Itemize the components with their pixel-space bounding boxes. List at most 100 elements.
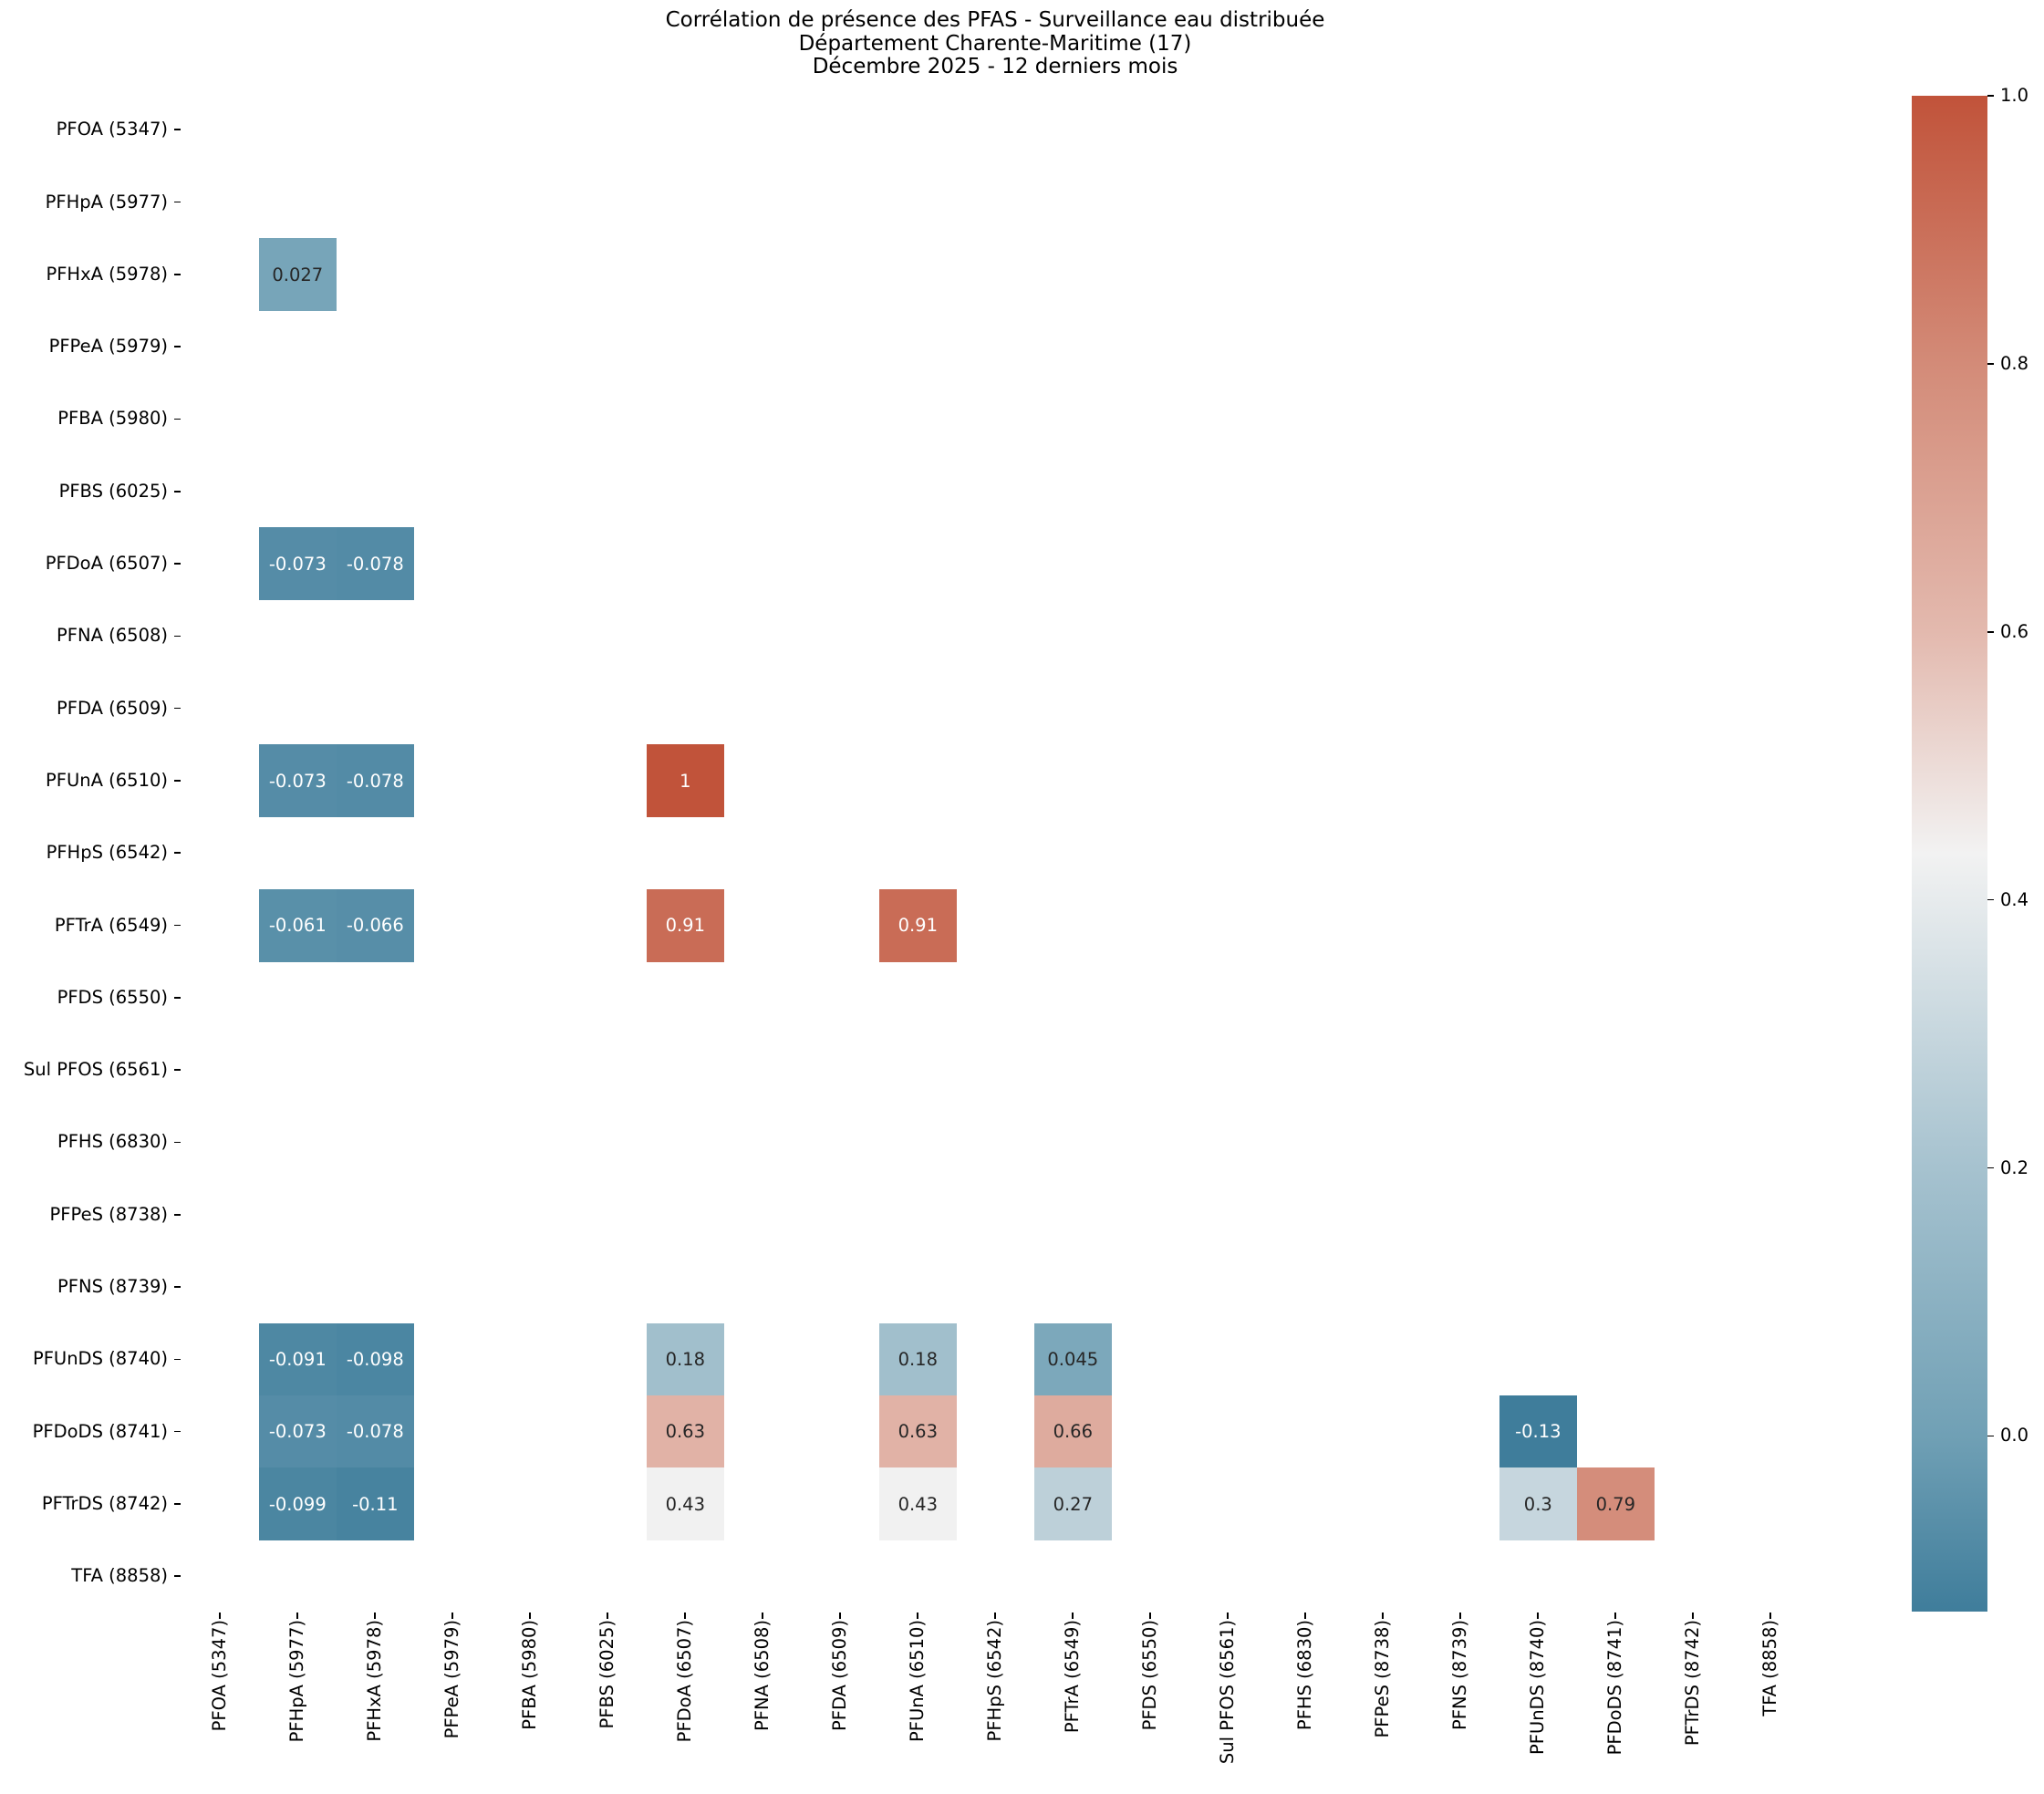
cell-value: 0.63 <box>665 1421 705 1443</box>
cell-value: 0.91 <box>665 915 705 937</box>
cell-value: 0.79 <box>1595 1493 1635 1515</box>
colorbar-tick-label: 0.8 <box>2000 352 2029 374</box>
y-tick-mark <box>174 1069 181 1071</box>
x-tick-label: PFHxA (5978) <box>364 1620 385 1742</box>
heatmap-cell: -0.099 <box>258 1467 337 1541</box>
y-tick-label: PFPeA (5979) <box>48 336 168 358</box>
cell-value: 0.43 <box>665 1493 705 1515</box>
heatmap-cell: -0.066 <box>336 888 415 962</box>
y-tick-mark <box>174 563 181 565</box>
y-tick-label: PFTrA (6549) <box>54 914 168 936</box>
x-tick-mark <box>1459 1613 1461 1619</box>
x-tick-label-wrap: PFUnDS (8740) <box>1524 1620 1551 1793</box>
cell-value: 0.43 <box>897 1493 938 1515</box>
x-tick-label-wrap: PFDA (6509) <box>826 1620 854 1793</box>
x-tick-label: PFHpS (6542) <box>984 1620 1005 1742</box>
cell-value: 0.18 <box>897 1349 938 1371</box>
x-tick-label: PFHS (6830) <box>1294 1620 1315 1731</box>
cell-value: -0.13 <box>1515 1421 1562 1443</box>
y-tick-mark <box>174 129 181 131</box>
x-tick-label-wrap: PFTrDS (8742) <box>1679 1620 1707 1793</box>
x-tick-label: PFUnA (6510) <box>907 1620 928 1742</box>
cell-value: -0.073 <box>268 553 327 575</box>
x-tick-mark <box>296 1613 298 1619</box>
chart-title-line-2: Département Charente-Maritime (17) <box>798 31 1192 56</box>
x-tick-mark <box>451 1613 453 1619</box>
cell-value: -0.073 <box>268 1421 327 1443</box>
y-tick-mark <box>174 1286 181 1288</box>
x-tick-label: TFA (8858) <box>1759 1620 1780 1716</box>
y-tick-label: PFDoA (6507) <box>45 553 168 575</box>
y-tick-mark <box>174 707 181 710</box>
y-tick-label: PFHxA (5978) <box>46 263 168 285</box>
colorbar-tick-label: 0.6 <box>2000 620 2029 642</box>
cell-value: -0.078 <box>346 770 404 792</box>
x-tick-label-wrap: PFDoDS (8741) <box>1602 1620 1629 1793</box>
x-tick-label-wrap: PFDoA (6507) <box>671 1620 699 1793</box>
colorbar-tick-mark <box>1987 95 1994 97</box>
x-tick-label-wrap: Sul PFOS (6561) <box>1214 1620 1241 1793</box>
x-tick-label: PFHpA (5977) <box>286 1620 307 1743</box>
colorbar-tick-mark <box>1987 630 1994 633</box>
y-tick-label: PFBA (5980) <box>57 408 168 430</box>
heatmap-cell: -0.078 <box>336 1395 415 1468</box>
y-tick-mark <box>174 346 181 347</box>
x-tick-label: PFPeS (8738) <box>1372 1620 1393 1738</box>
x-tick-mark <box>374 1613 376 1619</box>
x-tick-label: PFNA (6508) <box>752 1620 773 1731</box>
y-tick-mark <box>174 274 181 275</box>
x-tick-mark <box>1614 1613 1616 1619</box>
heatmap-cell: -0.078 <box>336 744 415 818</box>
heatmap-cell: 0.66 <box>1033 1395 1113 1468</box>
colorbar-tick-mark <box>1987 898 1994 901</box>
y-tick-label: PFNS (8739) <box>57 1276 168 1298</box>
cell-value: 0.18 <box>665 1349 705 1371</box>
y-tick-mark <box>174 418 181 420</box>
x-tick-label: PFOA (5347) <box>209 1620 230 1732</box>
y-tick-label: PFTrDS (8742) <box>41 1492 168 1514</box>
heatmap-cell: -0.078 <box>336 527 415 601</box>
x-tick-label: PFDA (6509) <box>829 1620 850 1732</box>
y-tick-label: PFHpS (6542) <box>46 842 168 864</box>
chart-title-line-1: Corrélation de présence des PFAS - Surve… <box>665 8 1325 32</box>
y-tick-label: PFUnA (6510) <box>46 769 168 791</box>
y-tick-mark <box>174 1503 181 1505</box>
heatmap-cell: -0.091 <box>258 1322 337 1396</box>
x-tick-label: PFPeA (5979) <box>441 1620 462 1739</box>
y-tick-mark <box>174 780 181 782</box>
y-tick-label: PFHS (6830) <box>57 1131 168 1153</box>
heatmap-cell: 0.91 <box>646 888 725 962</box>
heatmap-cell: 0.63 <box>646 1395 725 1468</box>
y-tick-label: PFDA (6509) <box>56 697 168 719</box>
cell-value: 0.045 <box>1047 1349 1099 1371</box>
x-tick-label-wrap: PFHxA (5978) <box>361 1620 389 1793</box>
heatmap-cell: -0.073 <box>258 1395 337 1468</box>
chart-title: Corrélation de présence des PFAS - Surve… <box>539 8 1451 79</box>
y-tick-label: PFHpA (5977) <box>45 191 168 213</box>
y-tick-label: PFPeS (8738) <box>49 1203 168 1225</box>
cell-value: 0.63 <box>897 1421 938 1443</box>
x-tick-mark <box>762 1613 763 1619</box>
x-tick-label-wrap: PFHpA (5977) <box>284 1620 311 1793</box>
cell-value: 0.91 <box>897 915 938 937</box>
heatmap-grid: 0.027 -0.073 -0.078 -0.073 -0.078 1 -0.061 -0.0… <box>182 94 1810 1613</box>
cell-value: 0.66 <box>1053 1421 1093 1443</box>
heatmap-cell: -0.11 <box>336 1467 415 1541</box>
x-tick-mark <box>219 1613 221 1619</box>
y-tick-label: PFBS (6025) <box>58 480 168 502</box>
x-tick-label: PFDoDS (8741) <box>1604 1620 1625 1756</box>
x-tick-label-wrap: PFNS (8739) <box>1447 1620 1474 1793</box>
x-tick-label-wrap: PFHpS (6542) <box>981 1620 1009 1793</box>
x-tick-label: PFTrDS (8742) <box>1682 1620 1703 1747</box>
cell-value: -0.091 <box>268 1349 327 1371</box>
y-tick-label: PFNA (6508) <box>57 625 168 647</box>
heatmap-cell: 0.91 <box>878 888 958 962</box>
x-tick-label: PFDoA (6507) <box>674 1620 695 1743</box>
y-tick-mark <box>174 997 181 999</box>
heatmap-cell: -0.13 <box>1499 1395 1578 1468</box>
y-tick-mark <box>174 490 181 493</box>
y-tick-label: PFDoDS (8741) <box>32 1420 168 1442</box>
cell-value: 0.27 <box>1053 1493 1093 1515</box>
y-tick-label: PFOA (5347) <box>56 119 168 140</box>
y-tick-mark <box>174 1430 181 1433</box>
